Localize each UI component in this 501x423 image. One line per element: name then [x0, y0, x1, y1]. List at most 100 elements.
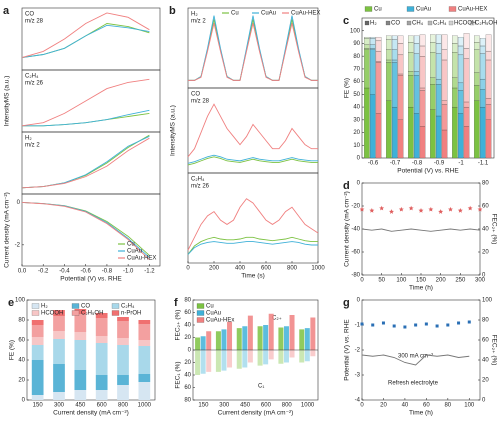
bar-segment — [435, 78, 442, 85]
bar-segment — [386, 35, 392, 40]
plot-frame — [187, 172, 319, 264]
series-line — [22, 109, 150, 127]
bar-segment — [74, 390, 87, 400]
bar-segment — [441, 100, 448, 105]
bar-segment — [31, 395, 44, 400]
series-line — [187, 236, 318, 255]
bar-segment — [457, 113, 464, 159]
x-tick-label: -0.8 — [102, 269, 113, 275]
bar-segment — [117, 338, 129, 345]
marker — [381, 321, 385, 325]
x-tick-label: 150 — [416, 278, 427, 284]
bar — [268, 350, 274, 360]
bar — [242, 350, 248, 368]
bar — [263, 325, 269, 350]
bar-segment — [408, 35, 414, 43]
y2-axis-label: FEC₂₊ (%) — [490, 214, 497, 245]
bar-segment — [397, 119, 404, 159]
bar-segment — [138, 382, 151, 400]
marker — [467, 205, 473, 211]
marker — [379, 205, 385, 211]
annotation: C₂H₄ — [191, 177, 205, 183]
bar — [242, 326, 248, 350]
panel-label: a — [3, 5, 10, 17]
bar-segment — [364, 44, 370, 49]
y2-axis-label: FEC₂₊ (%) — [490, 335, 497, 366]
annotation: C₂₊ — [272, 316, 282, 322]
bar-segment — [463, 33, 470, 49]
bar — [215, 350, 221, 372]
bar-segment — [474, 100, 480, 159]
bar-segment — [441, 49, 448, 61]
bar-segment — [386, 49, 392, 61]
bar-segment — [419, 87, 426, 91]
bar — [278, 327, 284, 350]
x-tick-label: 200 — [436, 278, 447, 284]
bar — [278, 350, 284, 364]
bar-segment — [435, 34, 442, 44]
bar — [283, 326, 289, 350]
y-tick-label: 60 — [353, 79, 360, 85]
y-tick-label: 0 — [17, 200, 21, 206]
marker — [369, 208, 375, 213]
legend-label: HCOOH — [454, 21, 476, 27]
bar-segment — [452, 87, 458, 108]
legend-label: CH₄ — [412, 21, 424, 27]
bar — [289, 350, 295, 358]
legend-swatch — [364, 20, 370, 26]
bar-segment — [408, 75, 414, 108]
bar-segment — [397, 54, 404, 75]
y-axis-label: IntensityMS (a.u.) — [170, 105, 177, 156]
bar-segment — [53, 364, 65, 392]
bar-segment — [31, 345, 44, 360]
marker — [389, 209, 394, 214]
y2-tick-label: 80 — [482, 318, 489, 324]
x-tick-label: -1.2 — [144, 269, 155, 275]
legend-swatch — [385, 20, 391, 26]
annotation: m/z 26 — [191, 184, 210, 190]
bar-segment — [375, 113, 382, 159]
x-tick-label: 300 — [219, 403, 230, 409]
bar-segment — [74, 340, 87, 370]
bar-segment — [74, 370, 87, 390]
y-tick-label: -20 — [351, 204, 360, 210]
bar-segment — [31, 360, 44, 395]
bar — [263, 350, 269, 365]
panel-label: e — [8, 297, 14, 309]
x-tick-label: 0 — [186, 266, 190, 272]
bar-segment — [138, 324, 151, 340]
y-tick-label: -80 — [351, 273, 360, 279]
x-tick-label: 600 — [97, 403, 108, 409]
marker — [428, 206, 434, 212]
annotation: 300 mA cm⁻² — [398, 354, 433, 360]
x-tick-label: -0.4 — [59, 269, 70, 275]
series-line — [21, 202, 150, 260]
marker — [457, 208, 463, 213]
bar-segment — [452, 35, 458, 44]
bar-segment — [463, 58, 470, 103]
bar-segment — [419, 90, 426, 127]
bar-segment — [391, 62, 398, 108]
bar-segment — [31, 320, 44, 325]
legend-swatch — [111, 310, 120, 316]
legend-label: C₂H₅OH — [81, 311, 103, 317]
x-tick-label: 600 — [261, 403, 272, 409]
y-tick-label: 0 — [188, 348, 192, 354]
x-tick-label: -0.6 — [81, 269, 92, 275]
series-line — [187, 154, 318, 164]
bar — [304, 328, 310, 350]
y-tick-label: 60 — [184, 310, 191, 316]
bar-segment — [391, 39, 398, 50]
bar-segment — [413, 75, 420, 114]
legend-label: H₂ — [41, 304, 48, 310]
series-line — [21, 78, 150, 127]
x-tick-label: 1000 — [138, 403, 152, 409]
bar-segment — [430, 34, 436, 43]
bar-segment — [364, 49, 370, 89]
y-tick-label: -2 — [15, 242, 21, 248]
series-line — [187, 156, 318, 166]
legend-label: C₂H₅OH — [475, 21, 497, 27]
y-axis-label: Potential (V) vs. RHE — [344, 319, 351, 381]
bar-segment — [413, 35, 420, 44]
bar-segment — [386, 100, 392, 159]
